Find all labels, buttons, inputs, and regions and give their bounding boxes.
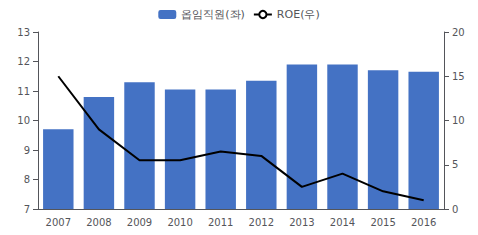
svg-text:2007: 2007: [46, 217, 71, 228]
svg-text:9: 9: [24, 145, 30, 156]
svg-text:7: 7: [24, 204, 30, 215]
svg-text:15: 15: [452, 71, 465, 82]
svg-text:20: 20: [452, 27, 465, 38]
svg-text:ROE(우): ROE(우): [277, 8, 320, 21]
svg-text:11: 11: [17, 86, 30, 97]
svg-text:2015: 2015: [370, 217, 395, 228]
svg-text:8: 8: [24, 174, 30, 185]
svg-text:2010: 2010: [167, 217, 192, 228]
svg-text:10: 10: [17, 115, 30, 126]
svg-text:5: 5: [452, 159, 458, 170]
svg-text:2012: 2012: [249, 217, 274, 228]
svg-text:10: 10: [452, 115, 465, 126]
svg-text:2008: 2008: [86, 217, 111, 228]
svg-text:0: 0: [452, 204, 458, 215]
svg-text:2014: 2014: [330, 217, 355, 228]
svg-text:2013: 2013: [289, 217, 314, 228]
svg-text:12: 12: [17, 56, 30, 67]
svg-text:2011: 2011: [208, 217, 233, 228]
svg-text:옵임직원(좌): 옵임직원(좌): [181, 8, 245, 21]
svg-text:2009: 2009: [127, 217, 152, 228]
svg-text:13: 13: [17, 27, 30, 38]
svg-text:2016: 2016: [411, 217, 436, 228]
